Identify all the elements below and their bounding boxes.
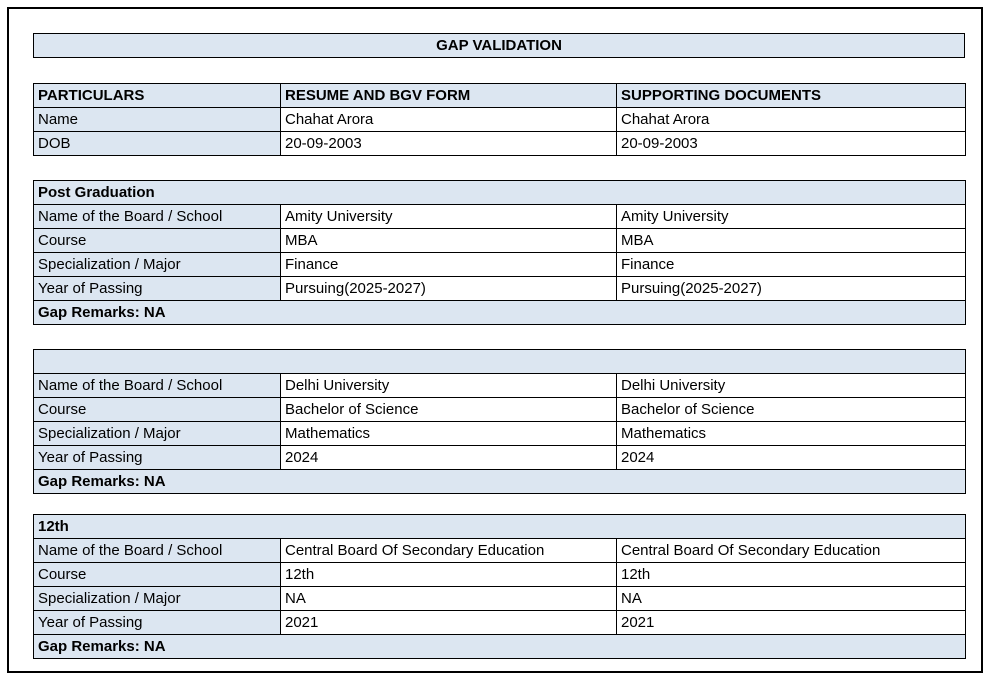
page-title: GAP VALIDATION (33, 33, 965, 58)
resume-cell: 20-09-2003 (280, 131, 617, 156)
row-label-cell: DOB (33, 131, 281, 156)
row-label-cell: Specialization / Major (33, 252, 281, 277)
section-graduation: Name of the Board / School Delhi Univers… (32, 349, 967, 494)
section-heading (32, 349, 967, 374)
supporting-cell: Amity University (615, 204, 967, 229)
supporting-cell: Pursuing(2025-2027) (615, 276, 967, 301)
resume-cell: Mathematics (280, 421, 617, 446)
resume-cell: Chahat Arora (280, 107, 617, 132)
section-post-graduation: Post Graduation Name of the Board / Scho… (32, 180, 967, 325)
resume-cell: 2024 (280, 445, 617, 470)
table-header-row: PARTICULARS RESUME AND BGV FORM SUPPORTI… (33, 83, 966, 108)
table-row: Specialization / Major NA NA (33, 586, 967, 611)
resume-cell: NA (280, 586, 617, 611)
row-label-cell: Name of the Board / School (33, 373, 281, 398)
supporting-cell: Chahat Arora (616, 107, 966, 132)
table-row: DOB 20-09-2003 20-09-2003 (33, 131, 966, 156)
section-heading-row: 12th (32, 514, 967, 539)
resume-cell: 12th (280, 562, 617, 587)
resume-cell: Finance (280, 252, 617, 277)
gap-remarks: Gap Remarks: NA (32, 469, 967, 494)
resume-cell: Pursuing(2025-2027) (280, 276, 617, 301)
row-label-cell: Name of the Board / School (33, 538, 281, 563)
row-label-cell: Year of Passing (33, 610, 281, 635)
table-row: Course MBA MBA (33, 228, 967, 253)
table-row: Year of Passing Pursuing(2025-2027) Purs… (33, 276, 967, 301)
resume-cell: Central Board Of Secondary Education (280, 538, 617, 563)
table-row: Course Bachelor of Science Bachelor of S… (33, 397, 967, 422)
supporting-cell: Mathematics (615, 421, 967, 446)
table-row: Name Chahat Arora Chahat Arora (33, 107, 966, 132)
supporting-cell: MBA (615, 228, 967, 253)
section-heading: Post Graduation (32, 180, 967, 205)
supporting-cell: Finance (615, 252, 967, 277)
table-row: Year of Passing 2021 2021 (33, 610, 967, 635)
table-row: Specialization / Major Finance Finance (33, 252, 967, 277)
supporting-cell: NA (615, 586, 967, 611)
resume-cell: Bachelor of Science (280, 397, 617, 422)
supporting-cell: 2024 (615, 445, 967, 470)
row-label-cell: Name of the Board / School (33, 204, 281, 229)
row-label-cell: Year of Passing (33, 276, 281, 301)
row-label-cell: Course (33, 228, 281, 253)
resume-cell: MBA (280, 228, 617, 253)
supporting-cell: 20-09-2003 (616, 131, 966, 156)
row-label-cell: Year of Passing (33, 445, 281, 470)
row-label-cell: Course (33, 562, 281, 587)
table-row: Specialization / Major Mathematics Mathe… (33, 421, 967, 446)
section-heading-row (32, 349, 967, 374)
supporting-cell: 2021 (615, 610, 967, 635)
document-page: GAP VALIDATION PARTICULARS RESUME AND BG… (7, 7, 983, 673)
supporting-cell: Bachelor of Science (615, 397, 967, 422)
table-row: Name of the Board / School Amity Univers… (33, 204, 967, 229)
row-label-cell: Name (33, 107, 281, 132)
particulars-table: PARTICULARS RESUME AND BGV FORM SUPPORTI… (33, 83, 966, 156)
supporting-cell: Delhi University (615, 373, 967, 398)
gap-remarks-row: Gap Remarks: NA (32, 300, 967, 325)
resume-cell: Delhi University (280, 373, 617, 398)
table-row: Year of Passing 2024 2024 (33, 445, 967, 470)
column-header-resume: RESUME AND BGV FORM (280, 83, 617, 108)
table-row: Course 12th 12th (33, 562, 967, 587)
table-row: Name of the Board / School Delhi Univers… (33, 373, 967, 398)
row-label-cell: Course (33, 397, 281, 422)
supporting-cell: Central Board Of Secondary Education (615, 538, 967, 563)
section-heading-row: Post Graduation (32, 180, 967, 205)
resume-cell: Amity University (280, 204, 617, 229)
section-12th: 12th Name of the Board / School Central … (32, 514, 967, 659)
gap-remarks: Gap Remarks: NA (32, 634, 967, 659)
document-content: GAP VALIDATION PARTICULARS RESUME AND BG… (32, 33, 967, 659)
row-label-cell: Specialization / Major (33, 586, 281, 611)
column-header-particulars: PARTICULARS (33, 83, 281, 108)
gap-remarks-row: Gap Remarks: NA (32, 634, 967, 659)
supporting-cell: 12th (615, 562, 967, 587)
resume-cell: 2021 (280, 610, 617, 635)
section-heading: 12th (32, 514, 967, 539)
column-header-supporting: SUPPORTING DOCUMENTS (616, 83, 966, 108)
gap-remarks-row: Gap Remarks: NA (32, 469, 967, 494)
gap-remarks: Gap Remarks: NA (32, 300, 967, 325)
row-label-cell: Specialization / Major (33, 421, 281, 446)
table-row: Name of the Board / School Central Board… (33, 538, 967, 563)
